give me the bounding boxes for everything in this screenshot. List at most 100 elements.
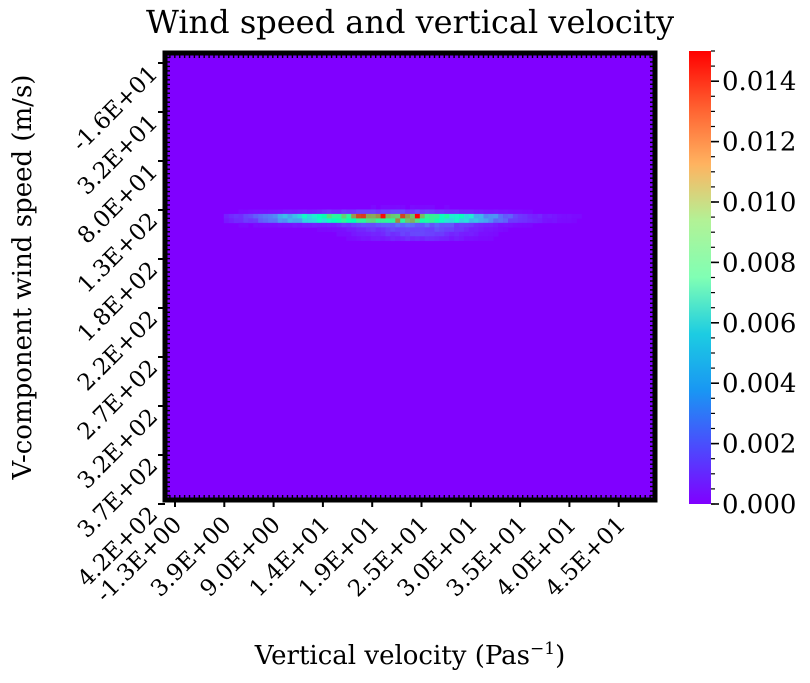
heatmap-cell	[375, 222, 381, 228]
heatmap-cell	[390, 204, 396, 210]
heatmap-cell	[449, 218, 455, 224]
heatmap-cell	[424, 204, 430, 210]
heatmap-cell	[512, 222, 519, 228]
heatmap-cell	[253, 218, 259, 224]
heatmap-cell	[552, 218, 558, 224]
heatmap-cell	[316, 218, 323, 224]
heatmap-cell	[434, 231, 440, 237]
heatmap-cell	[302, 213, 308, 219]
heatmap-cell	[512, 218, 519, 224]
heatmap-cell	[395, 218, 401, 224]
heatmap-cell	[341, 227, 347, 233]
heatmap-cell	[424, 213, 430, 219]
heatmap-cell	[336, 213, 342, 219]
heatmap-cell	[444, 204, 450, 210]
heatmap-cell	[267, 218, 274, 224]
heatmap-cell	[336, 209, 342, 215]
heatmap-cell	[454, 209, 460, 215]
plot-background	[165, 53, 655, 500]
heatmap-cell	[263, 218, 269, 224]
heatmap-cell	[414, 218, 421, 224]
heatmap-cell	[380, 236, 386, 242]
heatmap-cell	[385, 231, 391, 237]
heatmap-cell	[272, 209, 278, 215]
heatmap-cell	[341, 222, 347, 228]
colorbar: 0.000 0.002 0.004 0.006 0.008 0.010 0.012 0.014	[689, 50, 796, 520]
heatmap-cell	[503, 213, 509, 219]
heatmap-cell	[498, 222, 504, 228]
heatmap-cell	[449, 227, 455, 233]
heatmap-cell	[488, 218, 494, 224]
heatmap-cell	[380, 218, 386, 224]
heatmap-cell	[561, 218, 568, 224]
heatmap-cell	[356, 222, 362, 228]
heatmap-cell	[508, 218, 514, 224]
heatmap-cell	[468, 222, 474, 228]
colorbar-ticks: 0.000 0.002 0.004 0.006 0.008 0.010 0.012 0.014	[711, 50, 796, 520]
heatmap-cell	[238, 218, 244, 224]
heatmap-cell	[356, 218, 362, 224]
heatmap-cell	[419, 231, 425, 237]
heatmap-cell	[463, 236, 470, 242]
heatmap-cell	[557, 213, 563, 219]
heatmap-cell	[419, 222, 425, 228]
heatmap-cell	[223, 213, 229, 219]
heatmap-cell	[243, 222, 249, 228]
heatmap-cell	[233, 218, 239, 224]
heatmap-cell	[341, 231, 347, 237]
heatmap-cell	[341, 213, 347, 219]
heatmap-cell	[439, 213, 445, 219]
heatmap-cell	[316, 227, 323, 233]
heatmap-cell	[336, 218, 342, 224]
plot-frame	[162, 50, 658, 503]
heatmap-cell	[365, 222, 372, 228]
heatmap-cell	[346, 231, 352, 237]
heatmap-cell	[405, 218, 411, 224]
heatmap-cell	[552, 213, 558, 219]
heatmap-cell	[321, 218, 327, 224]
heatmap-cell	[449, 231, 455, 237]
heatmap-cell	[390, 227, 396, 233]
heatmap-cell	[537, 213, 543, 219]
heatmap-cell	[424, 218, 430, 224]
heatmap-cell	[267, 213, 274, 219]
heatmap-cell	[365, 213, 372, 219]
heatmap-cell	[400, 209, 406, 215]
heatmap-cell	[263, 222, 269, 228]
heatmap-cell	[449, 209, 455, 215]
heatmap-cell	[478, 218, 484, 224]
heatmap-cell	[424, 209, 430, 215]
heatmap-cell	[361, 218, 367, 224]
heatmap-cell	[361, 213, 367, 219]
heatmap-cell	[410, 222, 416, 228]
heatmap-cell	[493, 231, 499, 237]
heatmap-cell	[449, 213, 455, 219]
heatmap-cell	[522, 222, 528, 228]
heatmap-cell	[419, 209, 425, 215]
heatmap-cell	[238, 209, 244, 215]
heatmap-cell	[468, 231, 474, 237]
heatmap-cell	[243, 218, 249, 224]
heatmap-cell	[419, 213, 425, 219]
heatmap-cell	[463, 227, 470, 233]
heatmap-cell	[351, 236, 357, 242]
heatmap-cell	[390, 218, 396, 224]
heatmap-cell	[385, 227, 391, 233]
heatmap-cell	[429, 236, 435, 242]
heatmap-cell	[395, 231, 401, 237]
heatmap-cell	[429, 213, 435, 219]
heatmap-cell	[316, 222, 323, 228]
heatmap-cell	[459, 231, 465, 237]
heatmap-cell	[449, 236, 455, 242]
heatmap-cell	[547, 213, 553, 219]
heatmap-cell	[277, 213, 283, 219]
heatmap-cell	[370, 236, 376, 242]
heatmap-cell	[414, 231, 421, 237]
heatmap-cell	[449, 222, 455, 228]
heatmap-cell	[454, 231, 460, 237]
heatmap-cell	[292, 218, 298, 224]
heatmap-cell	[483, 213, 489, 219]
heatmap-cell	[390, 213, 396, 219]
heatmap-cell	[429, 209, 435, 215]
heatmap-cell	[302, 218, 308, 224]
